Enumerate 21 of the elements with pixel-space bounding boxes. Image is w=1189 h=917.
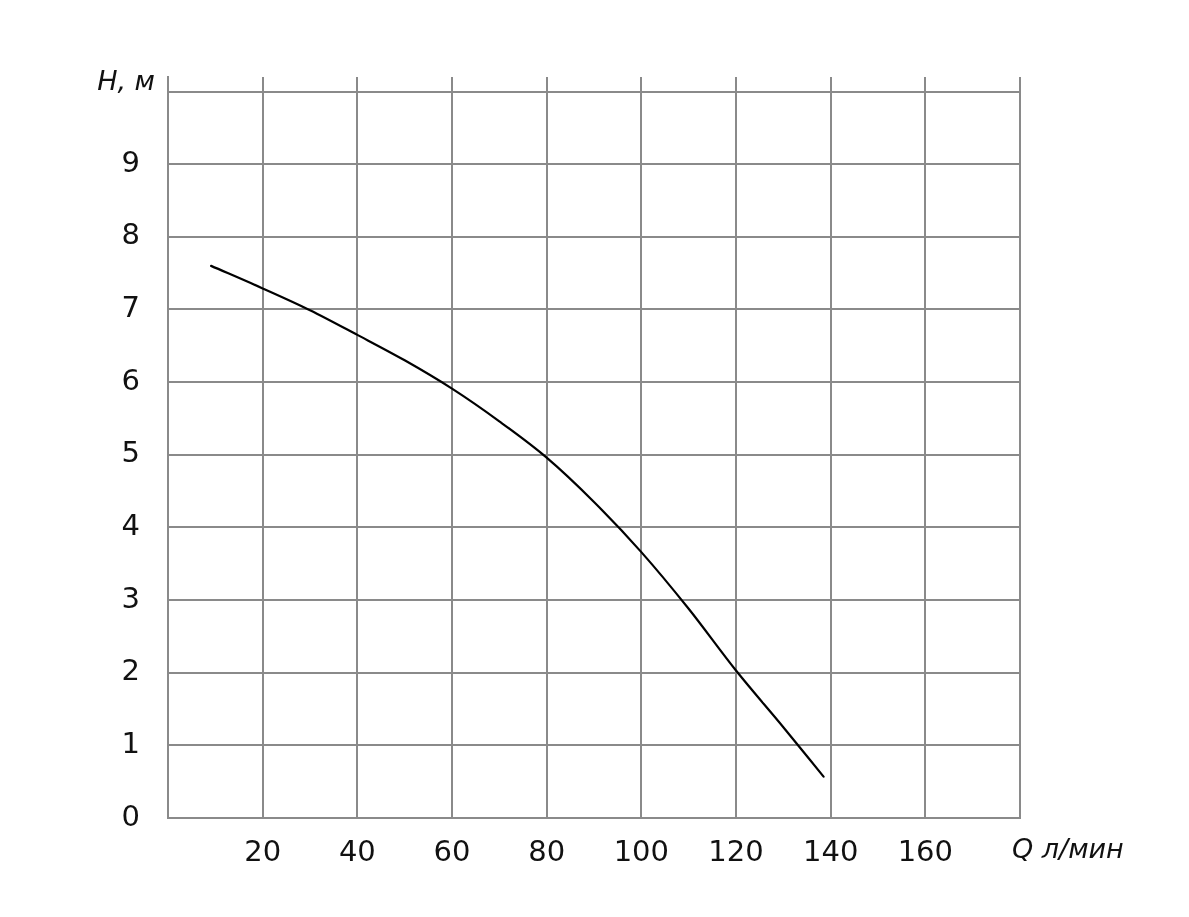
x-tick-label: 100 <box>613 833 670 868</box>
x-tick-label: 60 <box>433 833 471 868</box>
y-tick-label: 3 <box>121 580 140 615</box>
x-tick-label: 40 <box>338 833 376 868</box>
y-tick-label: 7 <box>121 290 140 324</box>
x-tick-label: 140 <box>802 833 859 868</box>
y-tick-label: 0 <box>121 798 140 833</box>
x-tick-label: 160 <box>897 833 954 868</box>
y-tick-label: 6 <box>121 362 140 397</box>
x-tick-label: 20 <box>244 833 282 868</box>
y-tick-label: 9 <box>121 144 140 179</box>
x-axis-title: Q л/мин <box>1012 833 1124 865</box>
y-tick-label: 1 <box>121 725 140 760</box>
y-axis-title: H, м <box>97 65 155 97</box>
line-series <box>209 264 825 778</box>
y-tick-label: 8 <box>121 217 140 252</box>
y-tick-label: 5 <box>121 435 140 470</box>
y-tick-label: 4 <box>121 507 140 542</box>
x-tick-label: 80 <box>528 833 566 868</box>
x-tick-label: 120 <box>708 833 764 868</box>
y-tick-label: 2 <box>121 653 140 688</box>
